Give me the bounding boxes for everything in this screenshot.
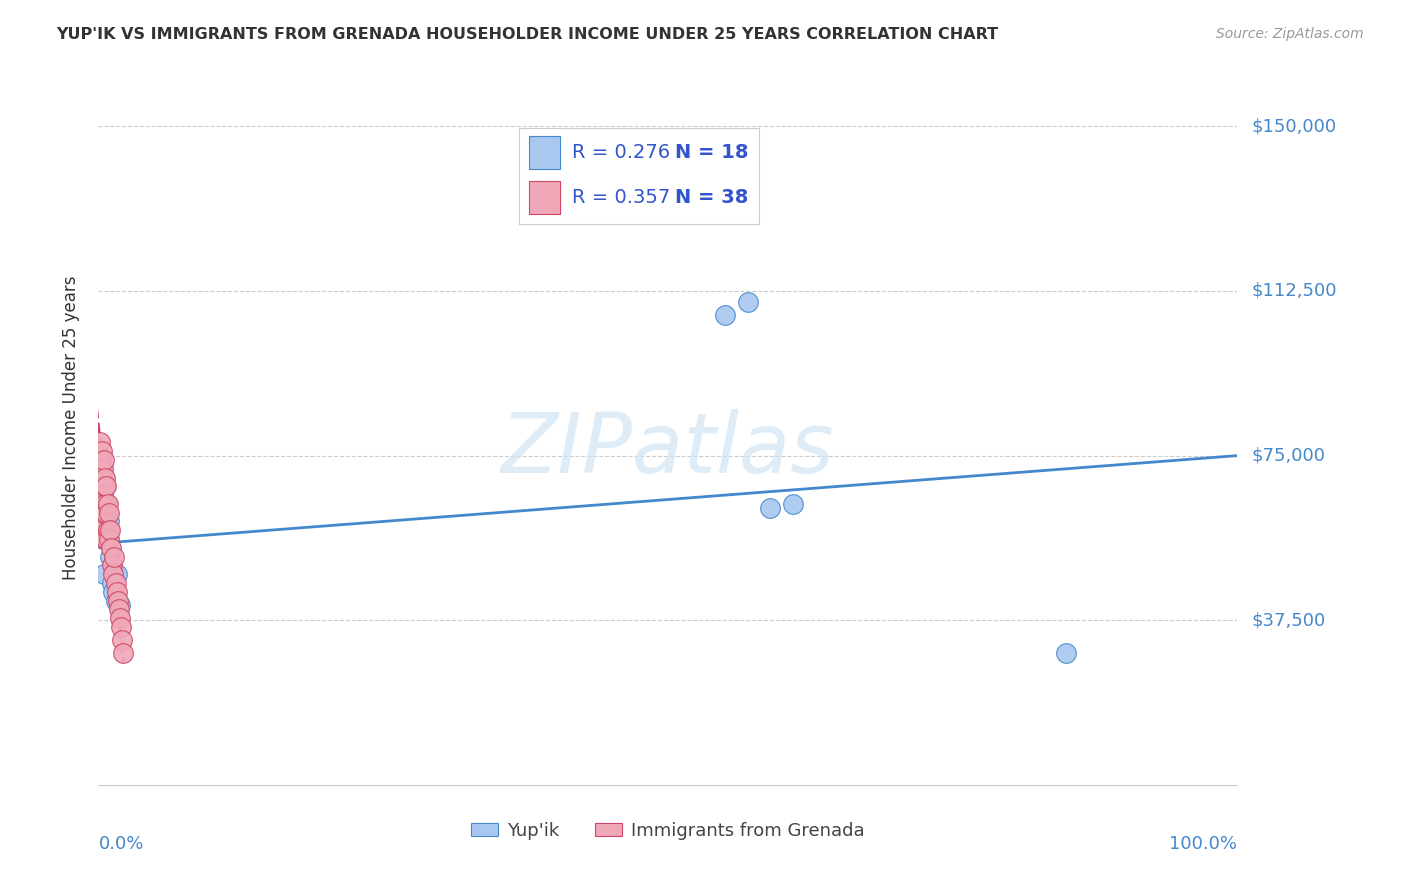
Point bbox=[782, 497, 804, 511]
Text: N = 38: N = 38 bbox=[675, 188, 748, 207]
Text: R = 0.276: R = 0.276 bbox=[572, 143, 669, 162]
Text: $150,000: $150,000 bbox=[1251, 117, 1336, 136]
Point bbox=[93, 532, 115, 546]
Text: ZIPatlas: ZIPatlas bbox=[501, 409, 835, 490]
Point bbox=[96, 523, 118, 537]
Point bbox=[93, 453, 115, 467]
Point bbox=[90, 479, 112, 493]
Point bbox=[737, 294, 759, 309]
Text: N = 18: N = 18 bbox=[675, 143, 748, 162]
Point bbox=[96, 532, 118, 546]
Text: $75,000: $75,000 bbox=[1251, 447, 1326, 465]
Point bbox=[108, 611, 131, 625]
Point bbox=[101, 558, 124, 573]
Point bbox=[91, 532, 114, 546]
Y-axis label: Householder Income Under 25 years: Householder Income Under 25 years bbox=[62, 276, 80, 581]
Point bbox=[89, 492, 111, 507]
Point bbox=[103, 567, 125, 582]
Point bbox=[90, 506, 112, 520]
Point bbox=[107, 593, 129, 607]
Point bbox=[90, 453, 112, 467]
Point bbox=[89, 462, 111, 476]
Point bbox=[98, 523, 121, 537]
Point bbox=[103, 549, 125, 564]
FancyBboxPatch shape bbox=[529, 136, 560, 169]
Point bbox=[90, 506, 112, 520]
Text: $37,500: $37,500 bbox=[1251, 611, 1326, 629]
Point bbox=[103, 584, 125, 599]
Point bbox=[1054, 646, 1078, 660]
Point bbox=[91, 515, 114, 529]
Point bbox=[111, 633, 134, 648]
Point bbox=[93, 567, 115, 582]
Point bbox=[96, 479, 118, 493]
Point bbox=[93, 479, 115, 493]
Point bbox=[90, 497, 112, 511]
Text: 100.0%: 100.0% bbox=[1170, 835, 1237, 853]
Point bbox=[94, 470, 117, 484]
Point bbox=[91, 488, 114, 502]
Point bbox=[108, 598, 131, 612]
Point bbox=[104, 576, 127, 591]
Point bbox=[759, 501, 782, 516]
Point bbox=[104, 593, 127, 607]
Point bbox=[90, 444, 112, 458]
Point bbox=[105, 584, 128, 599]
Text: 0.0%: 0.0% bbox=[98, 835, 143, 853]
Point bbox=[96, 506, 118, 520]
Point bbox=[96, 497, 118, 511]
Text: $112,500: $112,500 bbox=[1251, 282, 1337, 300]
Text: R = 0.357: R = 0.357 bbox=[572, 188, 671, 207]
Point bbox=[89, 435, 111, 450]
Text: YUP'IK VS IMMIGRANTS FROM GRENADA HOUSEHOLDER INCOME UNDER 25 YEARS CORRELATION : YUP'IK VS IMMIGRANTS FROM GRENADA HOUSEH… bbox=[56, 27, 998, 42]
Point bbox=[98, 549, 121, 564]
Point bbox=[714, 308, 737, 322]
Point bbox=[94, 497, 117, 511]
Point bbox=[101, 576, 124, 591]
Point bbox=[96, 497, 118, 511]
Point bbox=[97, 532, 120, 546]
Point bbox=[97, 506, 120, 520]
Point bbox=[100, 541, 122, 555]
Legend: Yup'ik, Immigrants from Grenada: Yup'ik, Immigrants from Grenada bbox=[464, 815, 872, 847]
Point bbox=[93, 506, 115, 520]
Point bbox=[91, 462, 114, 476]
Point bbox=[112, 646, 135, 660]
Point bbox=[97, 515, 120, 529]
Point bbox=[90, 470, 112, 484]
FancyBboxPatch shape bbox=[529, 181, 560, 214]
Point bbox=[110, 620, 132, 634]
Point bbox=[108, 602, 131, 616]
Point bbox=[94, 479, 117, 493]
Point bbox=[96, 532, 118, 546]
Text: Source: ZipAtlas.com: Source: ZipAtlas.com bbox=[1216, 27, 1364, 41]
Point bbox=[105, 567, 128, 582]
